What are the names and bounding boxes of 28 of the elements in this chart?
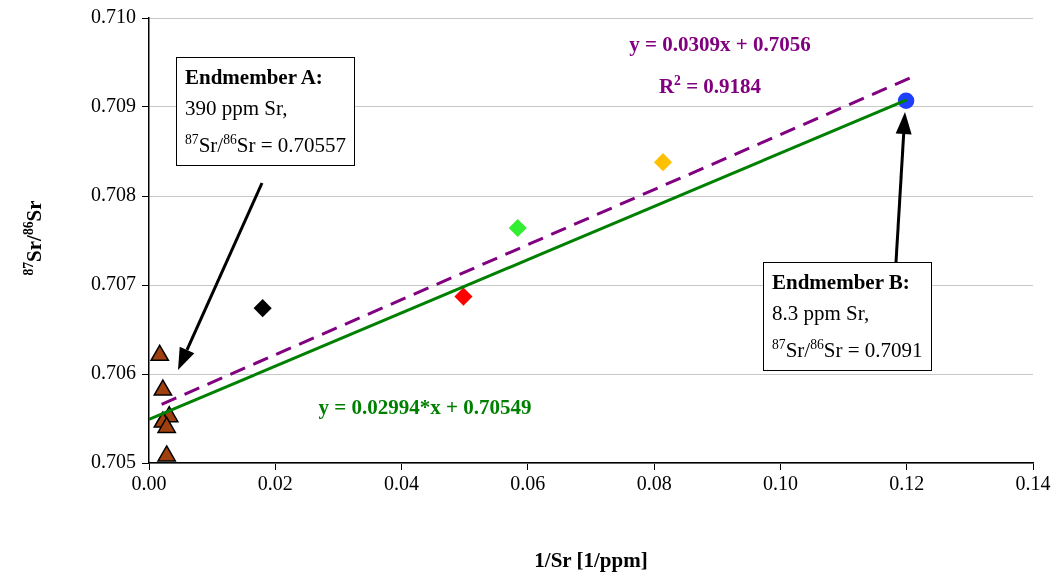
y-tick-label: 0.705 (91, 450, 136, 473)
annotation: Endmember B: 8.3 ppm Sr, $^{87}$Sr/$^{86}$Sr = 0.7091 (772, 269, 923, 364)
x-tick-label: 0.12 (889, 472, 925, 495)
x-tick-label: 0.04 (384, 472, 420, 495)
point (157, 416, 177, 434)
annotation: Endmember A: 390 ppm Sr, $^{87}$Sr/$^{86}$Sr = 0.70557 (185, 64, 347, 159)
point (654, 153, 672, 171)
y-tick-label: 0.707 (91, 272, 136, 295)
point (153, 379, 173, 396)
x-tick-label: 0.06 (510, 472, 546, 495)
x-tick-label: 0.02 (257, 472, 293, 495)
annotation: R$^{2}$ = 0.9184 (658, 73, 762, 99)
point (157, 445, 177, 462)
y-tick-label: 0.709 (91, 94, 136, 117)
x-axis-title: 1/Sr [1/ppm] (534, 548, 648, 573)
point (454, 287, 473, 306)
y-tick-label: 0.706 (91, 361, 136, 384)
annotation: y = 0.02994*x + 0.70549 (318, 395, 532, 420)
x-tick-label: 0.14 (1015, 472, 1051, 495)
y-tick-label: 0.708 (91, 183, 136, 206)
point (509, 219, 527, 237)
x-tick-label: 0.10 (762, 472, 798, 495)
point (253, 299, 272, 317)
x-tick-label: 0.08 (636, 472, 672, 495)
annotation: y = 0.0309x + 0.7056 (629, 32, 811, 57)
x-tick-label: 0.00 (131, 472, 167, 495)
y-tick-label: 0.710 (91, 5, 136, 28)
point (150, 344, 170, 362)
